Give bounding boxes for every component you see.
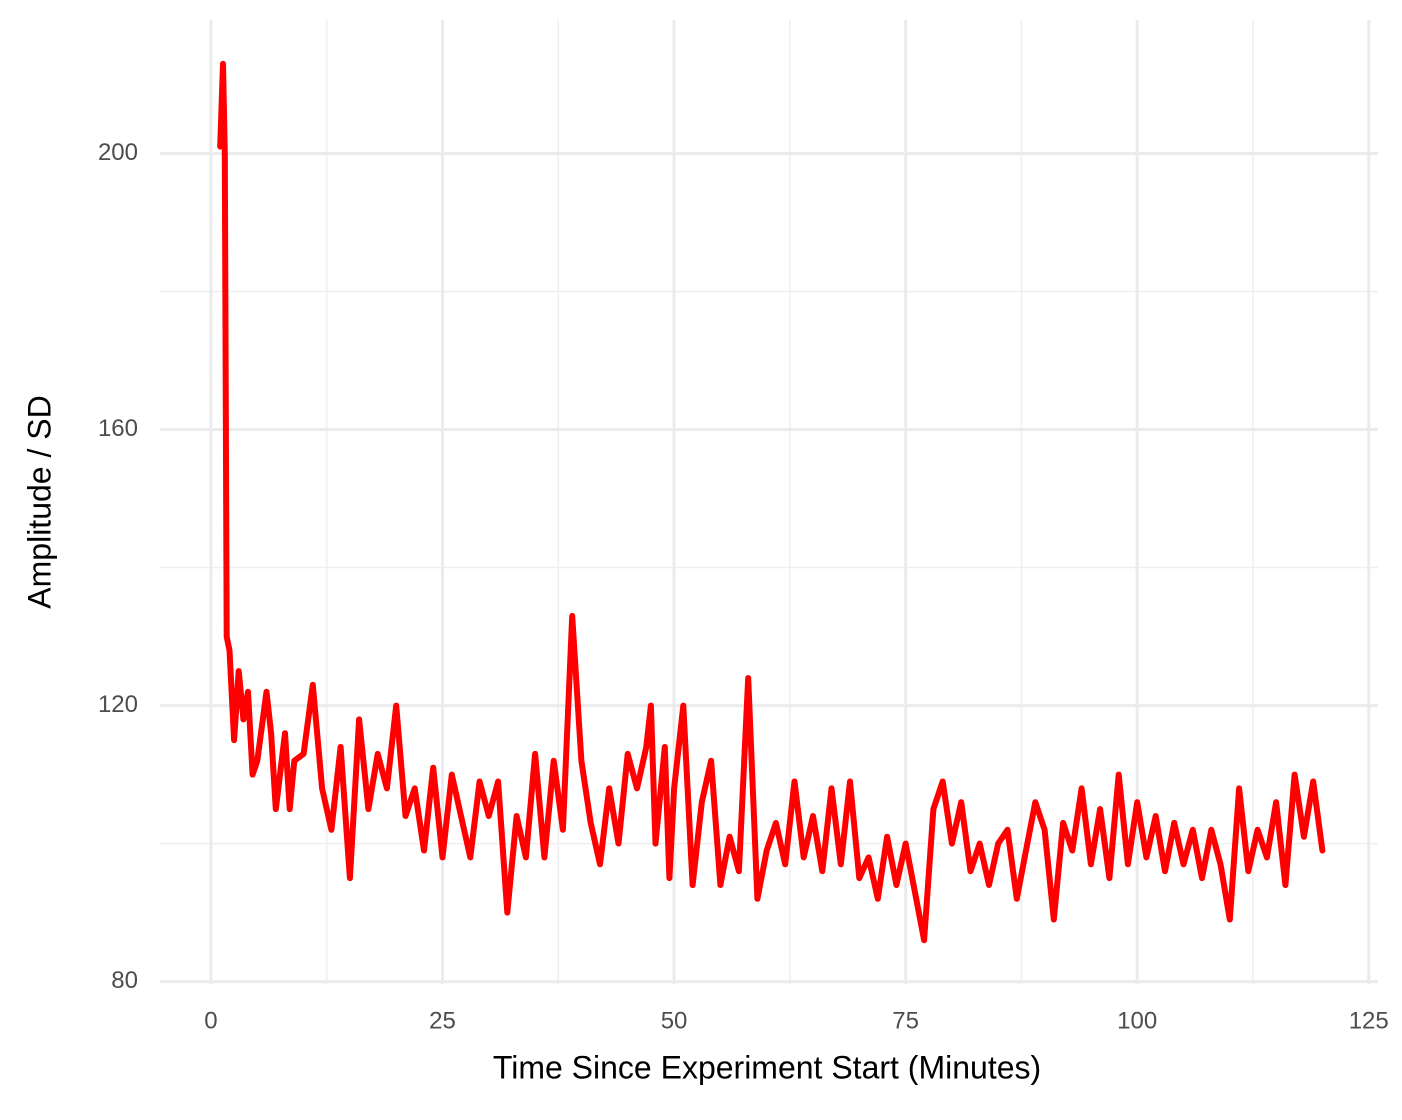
y-tick-label: 120 [98, 691, 138, 718]
y-tick-label: 200 [98, 139, 138, 166]
y-axis-title: Amplitude / SD [21, 395, 57, 608]
x-tick-label: 75 [892, 1007, 919, 1034]
x-tick-label: 50 [661, 1007, 688, 1034]
x-axis-title: Time Since Experiment Start (Minutes) [493, 1049, 1041, 1085]
x-tick-label: 125 [1349, 1007, 1389, 1034]
data-line [217, 60, 1326, 944]
x-tick-label: 0 [204, 1007, 217, 1034]
y-tick-label: 160 [98, 415, 138, 442]
x-tick-label: 25 [429, 1007, 456, 1034]
x-tick-label: 100 [1117, 1007, 1157, 1034]
y-tick-label: 80 [111, 967, 138, 994]
